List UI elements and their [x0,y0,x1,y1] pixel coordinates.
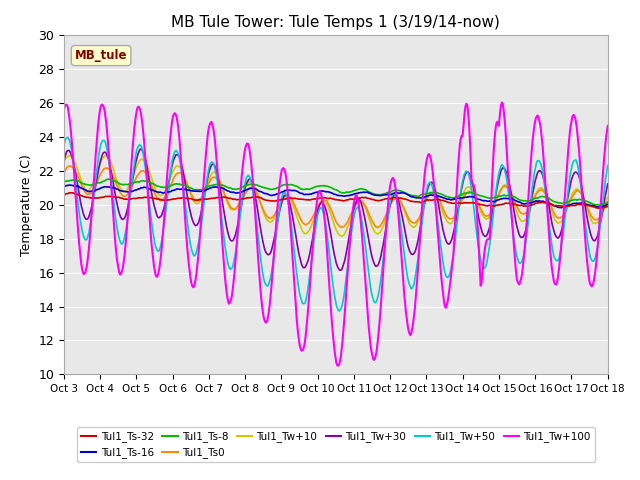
Tul1_Tw+100 [604,123,612,129]
Tul1_Ts0 [374,225,381,230]
Tul1_Ts-32 [419,199,426,204]
Tul1_Tw+50 [127,191,134,197]
Tul1_Ts0 [66,163,74,169]
Tul1_Tw+10 [70,157,77,163]
Tul1_Tw+10 [403,215,411,221]
Line: Tul1_Ts-32: Tul1_Ts-32 [64,193,608,208]
Line: Tul1_Ts-16: Tul1_Ts-16 [64,185,608,208]
Tul1_Tw+30 [60,157,68,163]
Tul1_Ts0 [403,213,411,218]
Legend: Tul1_Ts-32, Tul1_Ts-16, Tul1_Ts-8, Tul1_Ts0, Tul1_Tw+10, Tul1_Tw+30, Tul1_Tw+50,: Tul1_Ts-32, Tul1_Ts-16, Tul1_Ts-8, Tul1_… [77,427,595,462]
Tul1_Ts-8 [127,180,134,186]
Tul1_Tw+10 [102,153,109,158]
Line: Tul1_Tw+100: Tul1_Tw+100 [64,103,608,366]
Line: Tul1_Ts-8: Tul1_Ts-8 [64,179,608,205]
Tul1_Tw+100 [403,314,410,320]
Tul1_Ts0 [419,205,427,211]
Tul1_Ts-32 [211,195,218,201]
Tul1_Ts-32 [67,190,75,196]
Tul1_Tw+50 [60,142,68,148]
Tul1_Ts-32 [403,197,410,203]
Tul1_Ts0 [127,187,134,193]
Tul1_Tw+50 [419,210,427,216]
Tul1_Ts-16 [211,184,218,190]
Tul1_Ts-16 [403,191,410,197]
Tul1_Tw+50 [211,164,218,169]
Text: MB_tule: MB_tule [75,49,127,62]
Tul1_Ts-32 [596,205,604,211]
Tul1_Ts-16 [127,189,134,194]
Line: Tul1_Tw+30: Tul1_Tw+30 [64,149,608,270]
Tul1_Ts-32 [182,195,189,201]
Tul1_Tw+100 [334,363,342,369]
Tul1_Tw+30 [336,267,344,273]
Tul1_Tw+100 [60,106,68,112]
Tul1_Tw+10 [182,177,189,182]
Tul1_Ts-8 [182,182,189,188]
Tul1_Tw+100 [181,214,189,219]
Tul1_Ts-32 [60,192,68,198]
Tul1_Tw+30 [70,162,77,168]
Tul1_Tw+30 [403,240,411,246]
Tul1_Tw+30 [419,207,427,213]
Tul1_Ts-16 [60,183,68,189]
Tul1_Ts-16 [65,182,73,188]
Tul1_Tw+50 [71,169,79,175]
Tul1_Ts-8 [106,176,113,182]
Tul1_Ts-16 [71,183,79,189]
Tul1_Tw+10 [127,180,134,186]
Tul1_Ts-32 [127,196,134,202]
Tul1_Tw+50 [403,273,411,279]
Tul1_Tw+100 [70,166,77,171]
Tul1_Tw+10 [338,233,346,239]
Tul1_Ts0 [604,199,612,204]
Tul1_Tw+50 [604,163,612,168]
Tul1_Ts-8 [211,182,218,188]
Tul1_Ts0 [60,170,68,176]
Tul1_Tw+10 [211,169,218,175]
Tul1_Tw+30 [604,181,612,187]
Title: MB Tule Tower: Tule Temps 1 (3/19/14-now): MB Tule Tower: Tule Temps 1 (3/19/14-now… [172,15,500,30]
Tul1_Ts-8 [604,200,612,205]
Tul1_Ts-8 [596,202,604,208]
Tul1_Ts-16 [604,202,612,207]
Tul1_Tw+10 [604,194,612,200]
Tul1_Ts-8 [403,191,410,196]
Tul1_Tw+100 [498,100,506,106]
Line: Tul1_Ts0: Tul1_Ts0 [64,166,608,228]
Tul1_Ts0 [71,168,79,173]
Line: Tul1_Tw+50: Tul1_Tw+50 [64,137,608,311]
Tul1_Ts0 [182,179,189,184]
Tul1_Ts-8 [60,179,68,185]
Tul1_Tw+100 [210,129,218,134]
Tul1_Tw+50 [335,308,343,314]
Tul1_Ts0 [211,174,218,180]
Tul1_Tw+50 [182,204,189,210]
Tul1_Tw+10 [419,205,427,211]
Tul1_Tw+10 [60,158,68,164]
Tul1_Tw+30 [136,146,144,152]
Tul1_Ts-16 [182,187,189,192]
Tul1_Tw+100 [419,198,426,204]
Tul1_Tw+50 [64,134,72,140]
Tul1_Ts-32 [604,204,612,209]
Tul1_Tw+30 [211,162,218,168]
Line: Tul1_Tw+10: Tul1_Tw+10 [64,156,608,236]
Tul1_Tw+100 [126,185,134,191]
Tul1_Ts-8 [70,177,77,182]
Tul1_Tw+30 [126,194,134,200]
Tul1_Ts-16 [557,205,565,211]
Y-axis label: Temperature (C): Temperature (C) [20,154,33,256]
Tul1_Ts-32 [71,191,79,196]
Tul1_Ts-8 [419,192,426,198]
Tul1_Tw+30 [182,184,189,190]
Tul1_Ts-16 [419,195,426,201]
